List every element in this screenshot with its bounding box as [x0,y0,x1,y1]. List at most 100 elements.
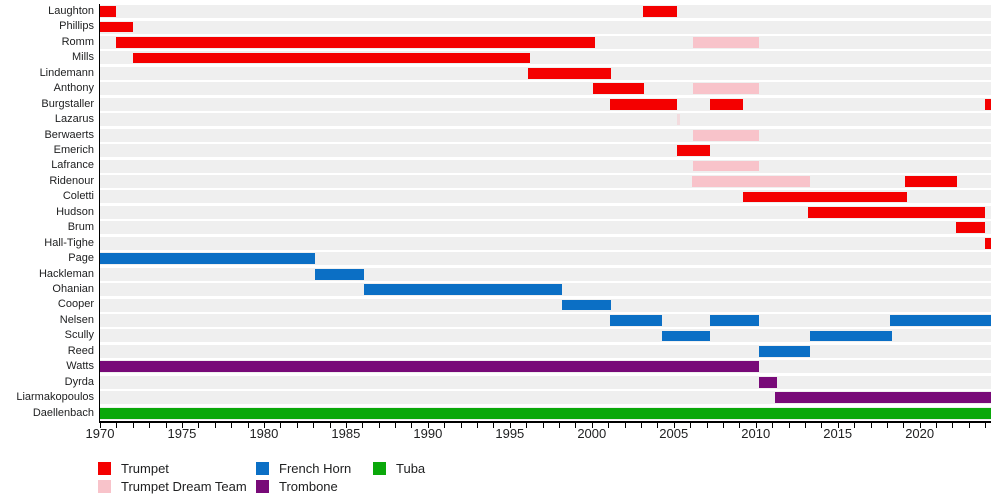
row-band [100,298,991,312]
row-band [100,344,991,358]
y-axis-line [98,4,100,422]
x-tick [526,422,528,428]
row-band [100,221,991,235]
row-label: Ohanian [52,283,94,295]
row-label: Berwaerts [44,128,94,141]
x-tick [460,422,462,428]
x-tick-label: 1985 [331,426,361,441]
row-label: Lindemann [39,66,94,79]
timeline-bar-nelsen [890,315,991,326]
row-label: Page [68,252,94,265]
x-tick [296,422,298,428]
row-label: Daellenbach [32,406,94,419]
timeline-bar-ridenour [904,176,958,187]
x-tick-label: 2020 [905,426,935,441]
x-tick [165,422,167,428]
row-band [100,252,991,266]
row-band [100,5,991,19]
timeline-bar-reed [759,345,810,357]
timeline-bar-nelsen [609,315,663,326]
row-label: Lazarus [54,113,94,126]
x-tick-label: 1975 [167,426,197,441]
legend-swatch-trumpet [98,462,111,475]
legend-label: Tuba [396,461,426,476]
row-band [100,391,991,405]
timeline-bar-page [100,253,315,265]
timeline-bar-laughton [642,6,678,18]
row-label: Hudson [56,205,94,218]
x-tick [788,422,790,428]
row-band [100,97,991,111]
x-tick [821,422,823,428]
x-tick [313,422,315,428]
row-band [100,82,991,96]
x-tick [772,422,774,428]
row-band [100,159,991,173]
x-tick [903,422,905,428]
x-tick [968,422,970,428]
x-tick [690,422,692,428]
x-tick [706,422,708,428]
timeline-bar-lindemann [527,67,612,79]
row-label: Liarmakopoulos [16,391,94,404]
x-tick [952,422,954,428]
timeline-bar-hall-tighe [985,237,991,249]
timeline-bar-ohanian [363,284,563,296]
timeline-bar-liarmakopoulos [775,392,991,404]
x-tick [263,422,265,428]
row-band [100,113,991,127]
x-tick [280,422,282,428]
row-label: Phillips [59,20,94,33]
timeline-bar-ridenour [691,176,810,187]
x-tick [870,422,872,428]
x-tick [985,422,987,428]
x-tick [919,422,921,428]
row-label: Hackleman [38,267,94,280]
timeline-bar-coletti [742,191,907,203]
row-band [100,144,991,158]
x-tick-label: 2005 [659,426,689,441]
row-label: Emerich [53,144,94,156]
row-band [100,313,991,328]
x-tick [181,422,183,428]
row-label: Cooper [57,298,94,311]
legend-swatch-french_horn [256,462,269,475]
x-tick [345,422,347,428]
timeline-bar-romm [116,37,596,48]
x-tick [608,422,610,428]
legend-label: Trombone [279,478,338,494]
timeline-bar-lazarus [677,114,680,126]
x-tick [477,422,479,428]
x-axis-line [98,421,991,423]
legend-swatch-trombone [256,479,269,493]
row-label: Hall-Tighe [44,236,94,249]
x-tick [214,422,216,428]
x-tick [116,422,118,428]
row-label: Anthony [53,82,94,95]
x-tick [739,422,741,428]
x-tick [755,422,757,428]
timeline-bar-laughton [100,6,117,18]
timeline-bar-burgstaller [609,98,678,110]
x-tick-label: 2000 [577,426,607,441]
x-tick [378,422,380,428]
timeline-bar-emerich [677,145,710,157]
legend-label: Trumpet [121,461,169,476]
x-tick-label: 1970 [85,426,115,441]
row-band [100,128,991,142]
timeline-bar-burgstaller [985,98,991,110]
timeline-bar-burgstaller [709,98,743,110]
timeline-bar-hackleman [314,268,364,280]
x-tick [231,422,233,428]
row-band [100,375,991,389]
row-label: Reed [67,344,94,357]
x-tick [886,422,888,428]
timeline-bar-phillips [100,21,133,33]
timeline-bar-brum [955,222,986,234]
legend-swatch-tuba [373,462,386,475]
x-tick [411,422,413,428]
row-band [100,267,991,281]
timeline-bar-dyrda [759,376,778,388]
x-tick-label: 2015 [823,426,853,441]
